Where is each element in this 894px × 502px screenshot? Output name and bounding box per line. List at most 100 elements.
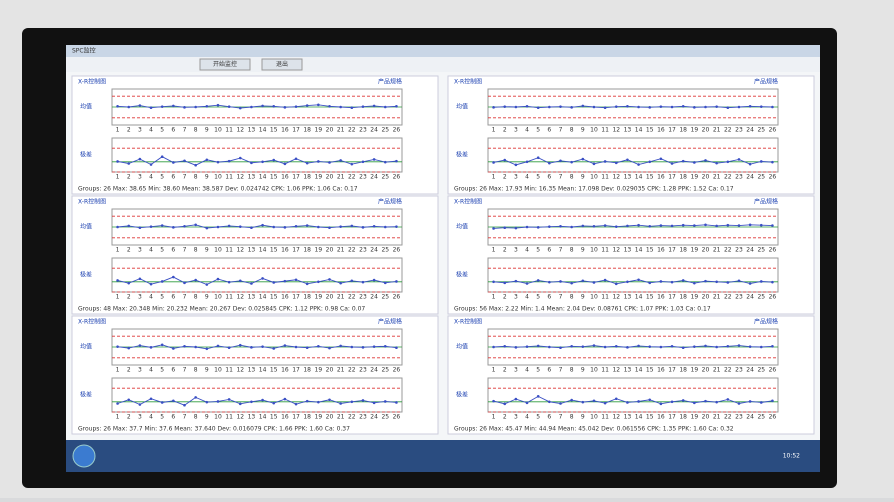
panel-footer: Groups: 26 Max: 45.47 Min: 44.94 Mean: 4… <box>454 426 734 433</box>
data-point <box>317 226 320 229</box>
data-point <box>395 225 398 228</box>
x-tick-label: 22 <box>348 247 356 254</box>
x-tick-label: 23 <box>359 174 367 181</box>
data-point <box>194 346 197 349</box>
x-tick-label: 1 <box>116 247 120 254</box>
data-point <box>373 105 376 108</box>
x-tick-label: 2 <box>503 174 507 181</box>
x-tick-label: 15 <box>270 174 278 181</box>
x-tick-label: 6 <box>547 174 551 181</box>
x-tick-label: 21 <box>337 414 345 421</box>
x-tick-label: 6 <box>171 174 175 181</box>
x-tick-label: 11 <box>601 414 609 421</box>
data-point <box>250 346 253 349</box>
x-tick-label: 20 <box>702 367 710 374</box>
data-point <box>503 403 506 406</box>
x-tick-label: 9 <box>205 367 209 374</box>
x-tick-label: 17 <box>292 127 300 134</box>
data-point <box>295 157 298 160</box>
panel-title: X-R控制图 <box>454 78 482 86</box>
data-point <box>284 226 287 229</box>
x-tick-label: 9 <box>205 294 209 301</box>
x-tick-label: 14 <box>635 247 643 254</box>
x-tick-label: 14 <box>635 127 643 134</box>
data-point <box>526 226 529 229</box>
data-point <box>239 279 242 282</box>
x-tick-label: 15 <box>646 174 654 181</box>
x-tick-label: 22 <box>724 127 732 134</box>
data-point <box>250 282 253 285</box>
data-point <box>738 224 741 227</box>
y-axis-label: 极差 <box>456 151 468 159</box>
x-tick-label: 19 <box>691 414 699 421</box>
x-tick-label: 18 <box>679 294 687 301</box>
x-tick-label: 26 <box>769 367 777 374</box>
x-tick-label: 22 <box>348 367 356 374</box>
data-point <box>351 401 354 404</box>
y-axis-label: 极差 <box>80 391 92 399</box>
x-tick-label: 19 <box>315 174 323 181</box>
x-tick-label: 1 <box>116 294 120 301</box>
data-point <box>172 276 175 279</box>
data-point <box>139 403 142 406</box>
x-tick-label: 16 <box>657 414 665 421</box>
x-tick-label: 24 <box>746 294 754 301</box>
data-point <box>272 347 275 350</box>
x-tick-label: 2 <box>503 414 507 421</box>
data-point <box>351 163 354 166</box>
data-point <box>704 106 707 109</box>
x-tick-label: 20 <box>326 174 334 181</box>
data-point <box>559 402 562 405</box>
x-tick-label: 10 <box>214 294 222 301</box>
data-point <box>395 105 398 108</box>
data-point <box>161 105 164 108</box>
data-point <box>715 105 718 108</box>
data-point <box>760 346 763 349</box>
data-point <box>306 346 309 349</box>
data-point <box>615 397 618 400</box>
data-point <box>749 105 752 108</box>
data-point <box>727 224 730 227</box>
x-tick-label: 22 <box>724 367 732 374</box>
data-point <box>272 402 275 405</box>
data-point <box>384 282 387 285</box>
data-point <box>272 105 275 108</box>
data-point <box>384 400 387 403</box>
data-point <box>328 278 331 281</box>
data-point <box>637 278 640 281</box>
data-point <box>760 105 763 108</box>
x-tick-label: 25 <box>757 174 765 181</box>
x-tick-label: 14 <box>635 174 643 181</box>
x-tick-label: 4 <box>525 294 529 301</box>
x-tick-label: 6 <box>171 294 175 301</box>
x-tick-label: 23 <box>735 247 743 254</box>
x-tick-label: 19 <box>315 294 323 301</box>
data-point <box>339 402 342 405</box>
x-tick-label: 7 <box>183 367 187 374</box>
x-tick-label: 23 <box>735 294 743 301</box>
data-point <box>671 345 674 348</box>
data-point <box>161 155 164 158</box>
x-tick-label: 14 <box>635 414 643 421</box>
data-point <box>206 158 209 161</box>
x-tick-label: 25 <box>381 414 389 421</box>
data-point <box>515 106 518 109</box>
x-tick-label: 14 <box>259 247 267 254</box>
x-tick-label: 12 <box>236 414 244 421</box>
data-point <box>760 280 763 283</box>
x-tick-label: 23 <box>359 414 367 421</box>
start-orb[interactable] <box>73 445 95 467</box>
x-tick-label: 25 <box>381 367 389 374</box>
data-point <box>682 346 685 349</box>
x-tick-label: 1 <box>492 127 496 134</box>
data-point <box>570 226 573 229</box>
data-point <box>715 281 718 284</box>
data-point <box>228 346 231 349</box>
x-tick-label: 17 <box>292 174 300 181</box>
data-point <box>328 347 331 350</box>
x-tick-label: 15 <box>646 367 654 374</box>
x-tick-label: 21 <box>337 367 345 374</box>
data-point <box>206 348 209 351</box>
data-point <box>526 105 529 108</box>
x-tick-label: 8 <box>570 367 574 374</box>
